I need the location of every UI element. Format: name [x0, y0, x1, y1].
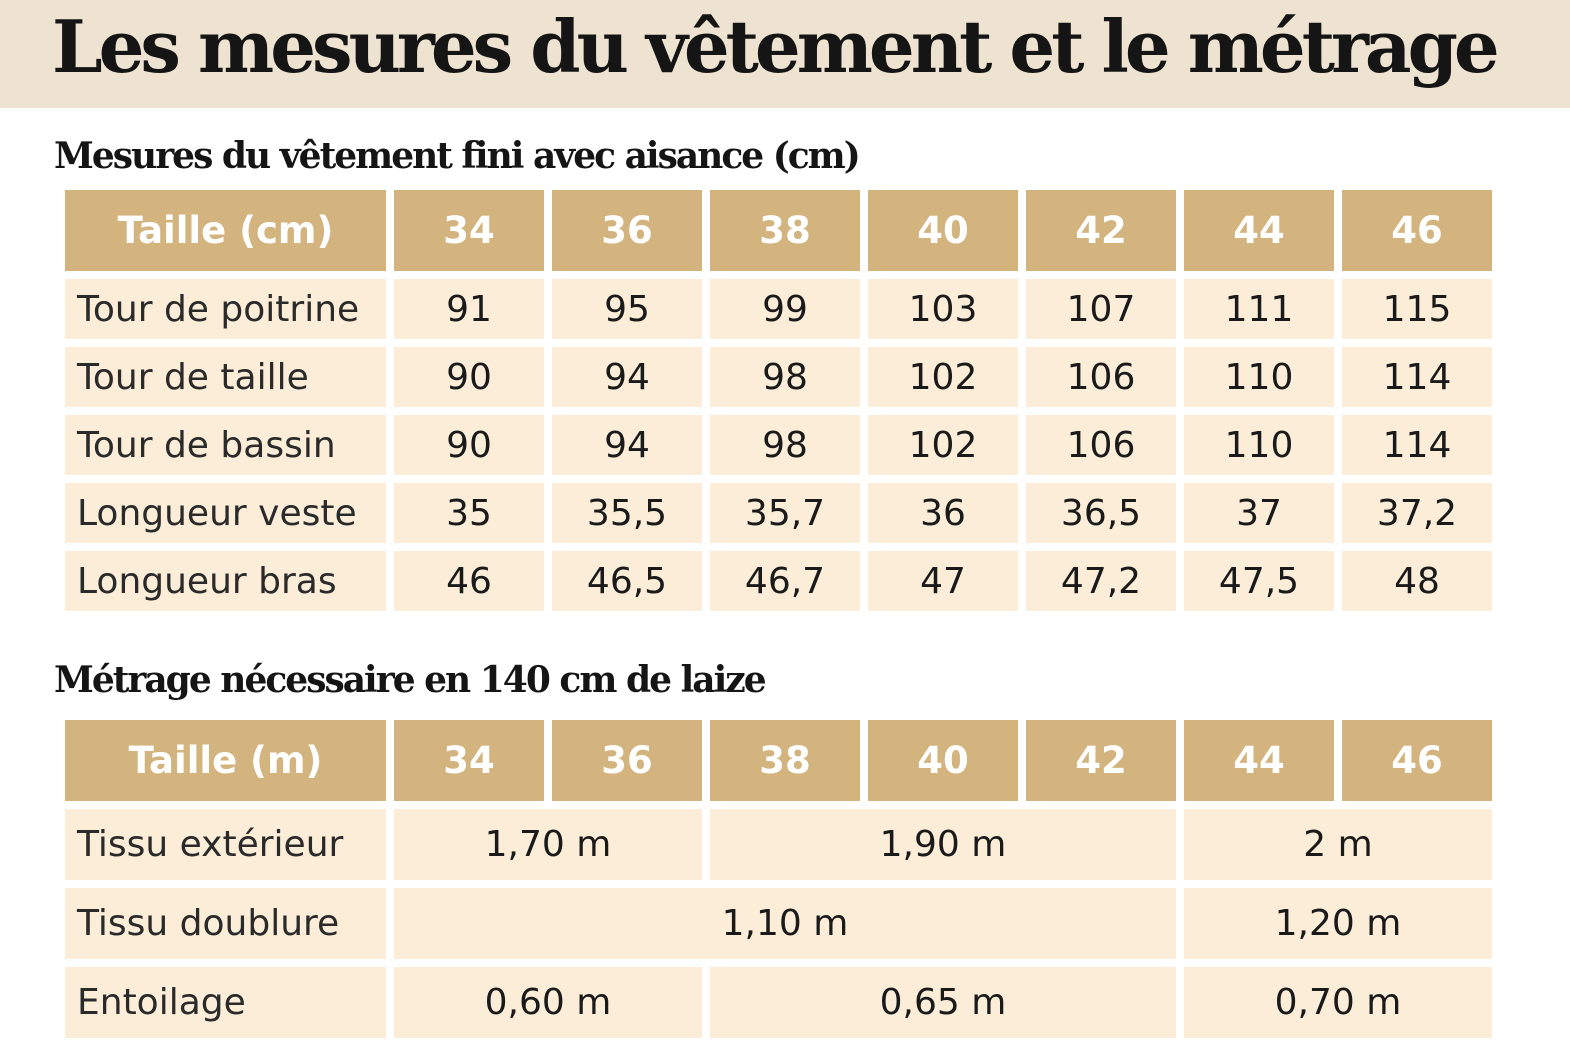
table-cell: 102 — [868, 347, 1018, 407]
page-title: Les mesures du vêtement et le métrage — [52, 4, 1500, 89]
size-header: 36 — [552, 190, 702, 271]
table-cell: 99 — [710, 279, 860, 339]
table-row: Tour de bassin 90 94 98 102 106 110 114 — [65, 415, 1492, 475]
table-header-row: Taille (m) 34 36 38 40 42 44 46 — [65, 720, 1492, 801]
fabric-table: Taille (m) 34 36 38 40 42 44 46 Tissu ex… — [57, 712, 1500, 1046]
size-header: 36 — [552, 720, 702, 801]
table-cell: 36 — [868, 483, 1018, 543]
header-label: Taille (m) — [65, 720, 386, 801]
table-cell: 0,70 m — [1184, 967, 1492, 1038]
size-header: 42 — [1026, 190, 1176, 271]
table-cell: 90 — [394, 347, 544, 407]
size-header: 42 — [1026, 720, 1176, 801]
row-label: Longueur veste — [65, 483, 386, 543]
fabric-table-title: Métrage nécessaire en 140 cm de laize — [54, 659, 767, 701]
row-label: Tissu extérieur — [65, 809, 386, 880]
table-cell: 1,90 m — [710, 809, 1176, 880]
table-cell: 98 — [710, 415, 860, 475]
table-cell: 46 — [394, 551, 544, 611]
table-cell: 47,5 — [1184, 551, 1334, 611]
size-header: 38 — [710, 190, 860, 271]
table-cell: 35,5 — [552, 483, 702, 543]
size-header: 44 — [1184, 720, 1334, 801]
table-cell: 111 — [1184, 279, 1334, 339]
table-cell: 95 — [552, 279, 702, 339]
size-header: 34 — [394, 720, 544, 801]
table-cell: 2 m — [1184, 809, 1492, 880]
table-row: Entoilage 0,60 m 0,65 m 0,70 m — [65, 967, 1492, 1038]
table-cell: 106 — [1026, 415, 1176, 475]
table-cell: 48 — [1342, 551, 1492, 611]
row-label: Longueur bras — [65, 551, 386, 611]
table-cell: 36,5 — [1026, 483, 1176, 543]
table-cell: 98 — [710, 347, 860, 407]
title-banner: Les mesures du vêtement et le métrage — [0, 0, 1570, 108]
table-cell: 35,7 — [710, 483, 860, 543]
table-cell: 91 — [394, 279, 544, 339]
table-cell: 110 — [1184, 415, 1334, 475]
table-header-row: Taille (cm) 34 36 38 40 42 44 46 — [65, 190, 1492, 271]
table-cell: 102 — [868, 415, 1018, 475]
table-row: Longueur bras 46 46,5 46,7 47 47,2 47,5 … — [65, 551, 1492, 611]
size-header: 40 — [868, 190, 1018, 271]
table-row: Tissu extérieur 1,70 m 1,90 m 2 m — [65, 809, 1492, 880]
table-cell: 1,70 m — [394, 809, 702, 880]
size-header: 46 — [1342, 720, 1492, 801]
measurements-table-title: Mesures du vêtement fini avec aisance (c… — [54, 135, 861, 177]
table-cell: 0,65 m — [710, 967, 1176, 1038]
size-header: 44 — [1184, 190, 1334, 271]
table-cell: 110 — [1184, 347, 1334, 407]
table-row: Tour de taille 90 94 98 102 106 110 114 — [65, 347, 1492, 407]
size-header: 34 — [394, 190, 544, 271]
table-cell: 103 — [868, 279, 1018, 339]
table-cell: 37,2 — [1342, 483, 1492, 543]
table-cell: 106 — [1026, 347, 1176, 407]
table-cell: 90 — [394, 415, 544, 475]
table-cell: 94 — [552, 347, 702, 407]
measurements-table: Taille (cm) 34 36 38 40 42 44 46 Tour de… — [57, 182, 1500, 619]
size-header: 46 — [1342, 190, 1492, 271]
table-cell: 47,2 — [1026, 551, 1176, 611]
table-cell: 47 — [868, 551, 1018, 611]
row-label: Entoilage — [65, 967, 386, 1038]
table-cell: 1,20 m — [1184, 888, 1492, 959]
table-cell: 35 — [394, 483, 544, 543]
table-cell: 46,7 — [710, 551, 860, 611]
table-cell: 114 — [1342, 347, 1492, 407]
row-label: Tour de bassin — [65, 415, 386, 475]
table-cell: 115 — [1342, 279, 1492, 339]
row-label: Tour de taille — [65, 347, 386, 407]
row-label: Tissu doublure — [65, 888, 386, 959]
table-row: Tour de poitrine 91 95 99 103 107 111 11… — [65, 279, 1492, 339]
size-header: 38 — [710, 720, 860, 801]
table-row: Tissu doublure 1,10 m 1,20 m — [65, 888, 1492, 959]
table-cell: 107 — [1026, 279, 1176, 339]
table-cell: 37 — [1184, 483, 1334, 543]
table-cell: 46,5 — [552, 551, 702, 611]
size-header: 40 — [868, 720, 1018, 801]
table-cell: 0,60 m — [394, 967, 702, 1038]
table-cell: 94 — [552, 415, 702, 475]
table-cell: 1,10 m — [394, 888, 1176, 959]
table-row: Longueur veste 35 35,5 35,7 36 36,5 37 3… — [65, 483, 1492, 543]
table-cell: 114 — [1342, 415, 1492, 475]
header-label: Taille (cm) — [65, 190, 386, 271]
row-label: Tour de poitrine — [65, 279, 386, 339]
